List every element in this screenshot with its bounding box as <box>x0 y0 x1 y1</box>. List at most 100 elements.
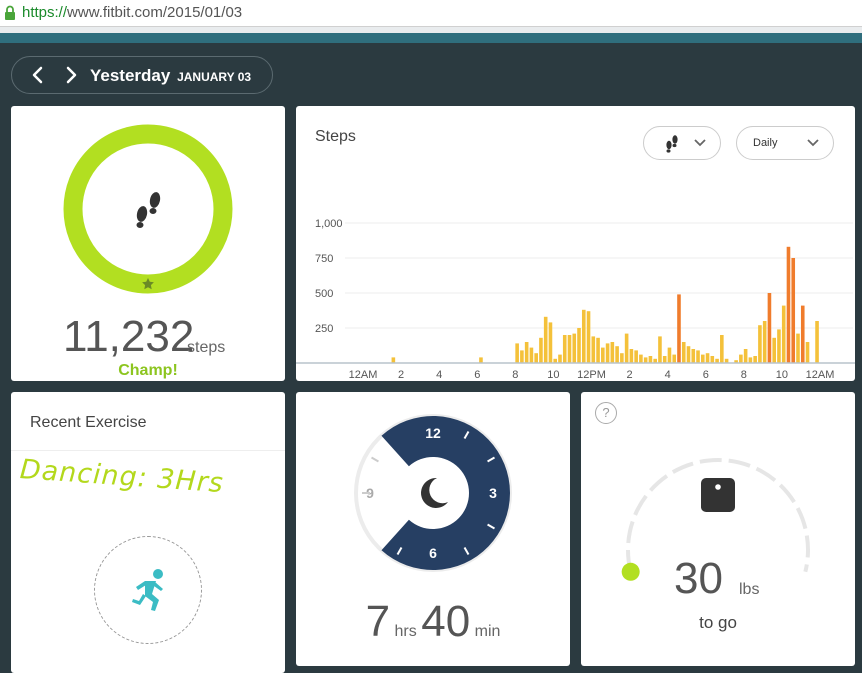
recent-exercise-tile[interactable]: Recent Exercise Dancing: 3Hrs <box>11 392 285 673</box>
x-tick-label: 12AM <box>349 369 378 381</box>
current-date-title: Yesterday JANUARY 03 <box>90 66 251 86</box>
chart-bar <box>391 357 396 363</box>
running-person-icon <box>132 569 163 611</box>
x-tick-label: 6 <box>703 369 709 381</box>
clock-tick <box>371 523 379 530</box>
sleep-hours: 7 <box>365 597 391 646</box>
chart-bar <box>558 354 562 363</box>
period-dropdown[interactable]: Daily <box>736 126 834 160</box>
chart-bar <box>610 342 615 363</box>
sleep-minutes-unit: min <box>474 623 501 640</box>
weight-unit: lbs <box>739 581 760 598</box>
chart-bar <box>634 350 638 363</box>
url-path: www.fitbit.com/2015/01/03 <box>67 4 243 21</box>
steps-count: 11,232 <box>63 312 195 361</box>
chart-bar <box>629 349 634 363</box>
x-tick-label: 12AM <box>806 369 835 381</box>
chart-bar <box>767 293 772 363</box>
x-tick-label: 6 <box>474 369 480 381</box>
chart-bar <box>653 358 657 363</box>
chart-bar <box>686 346 691 363</box>
chart-bar <box>643 357 648 363</box>
chart-bar <box>596 337 600 363</box>
gauge-track <box>626 458 810 573</box>
chart-bar <box>648 356 653 363</box>
date-navigator: Yesterday JANUARY 03 <box>11 56 273 94</box>
chart-bar <box>739 354 743 363</box>
dashboard: Yesterday JANUARY 03 11,232 steps Champ!… <box>0 43 862 673</box>
chart-bar <box>605 343 610 363</box>
chart-bar <box>553 358 558 363</box>
clock-label-12: 12 <box>425 425 441 441</box>
clock-tick <box>487 456 495 463</box>
x-tick-label: 8 <box>512 369 518 381</box>
handwritten-note: Dancing: 3Hrs <box>18 454 225 500</box>
clock-tick <box>371 456 379 463</box>
chart-bar <box>572 333 577 363</box>
chart-bar <box>700 354 705 363</box>
chart-bar <box>624 333 629 363</box>
chart-bar <box>677 294 681 363</box>
clock-label-3: 3 <box>489 485 497 501</box>
steps-progress-ring <box>63 124 233 294</box>
chart-bar <box>786 246 791 363</box>
chart-bar <box>743 349 748 363</box>
chart-bar <box>724 358 729 363</box>
moon-icon <box>421 477 448 508</box>
weight-goal-gauge <box>621 458 810 581</box>
chart-bar <box>658 336 662 363</box>
sleep-hours-unit: hrs <box>394 623 417 640</box>
weight-caption: to go <box>699 613 737 632</box>
chart-bar <box>796 333 800 363</box>
chart-bar <box>639 354 643 363</box>
sleep-tile[interactable]: 12 3 6 9 7 hrs 40 min <box>296 392 570 666</box>
period-label: Daily <box>753 137 778 149</box>
exercise-circle <box>94 536 202 644</box>
chart-bar <box>601 347 605 363</box>
gauge-progress-dot <box>621 562 640 581</box>
chart-bar <box>515 343 519 363</box>
chart-bar <box>691 349 696 363</box>
chart-bar <box>805 342 810 363</box>
chart-bar <box>567 335 572 363</box>
chart-bar <box>672 354 677 363</box>
x-tick-label: 4 <box>665 369 671 381</box>
chart-bar <box>734 360 738 363</box>
x-tick-label: 12PM <box>577 369 606 381</box>
activity-type-dropdown[interactable] <box>643 126 721 160</box>
chart-bar <box>758 325 762 363</box>
previous-day-button[interactable] <box>30 65 46 85</box>
clock-label-9: 9 <box>366 485 374 501</box>
chart-bar <box>615 346 619 363</box>
chart-bar <box>777 329 781 363</box>
chart-bar <box>781 305 786 363</box>
clock-tick <box>396 547 403 555</box>
weight-remaining: 30 <box>674 554 723 603</box>
chart-bar <box>539 337 543 363</box>
chart-bar <box>710 356 715 363</box>
chart-bar <box>696 350 700 363</box>
chart-bar <box>815 321 819 363</box>
chart-bar <box>791 258 796 363</box>
chart-bar <box>705 353 710 363</box>
y-tick-label: 250 <box>315 323 333 335</box>
steps-unit: steps <box>187 339 226 356</box>
browser-address-bar[interactable]: https://www.fitbit.com/2015/01/03 <box>0 0 862 27</box>
steps-tile[interactable]: 11,232 steps Champ! <box>11 106 285 381</box>
y-tick-label: 750 <box>315 253 333 265</box>
weight-tile[interactable]: ? 30 lbs to go <box>581 392 855 666</box>
x-tick-label: 2 <box>398 369 404 381</box>
chevron-down-icon <box>807 139 819 147</box>
chart-bar <box>586 311 591 363</box>
footprints-icon <box>666 135 678 153</box>
chart-bar <box>479 357 483 363</box>
chart-title: Steps <box>315 128 356 145</box>
chart-bar <box>562 335 567 363</box>
goal-star-icon <box>142 278 154 290</box>
help-icon[interactable]: ? <box>595 402 617 424</box>
next-day-button[interactable] <box>63 65 79 85</box>
x-tick-label: 8 <box>741 369 747 381</box>
chart-bar <box>762 321 767 363</box>
exercise-title: Recent Exercise <box>30 414 147 431</box>
chart-bar <box>524 342 529 363</box>
